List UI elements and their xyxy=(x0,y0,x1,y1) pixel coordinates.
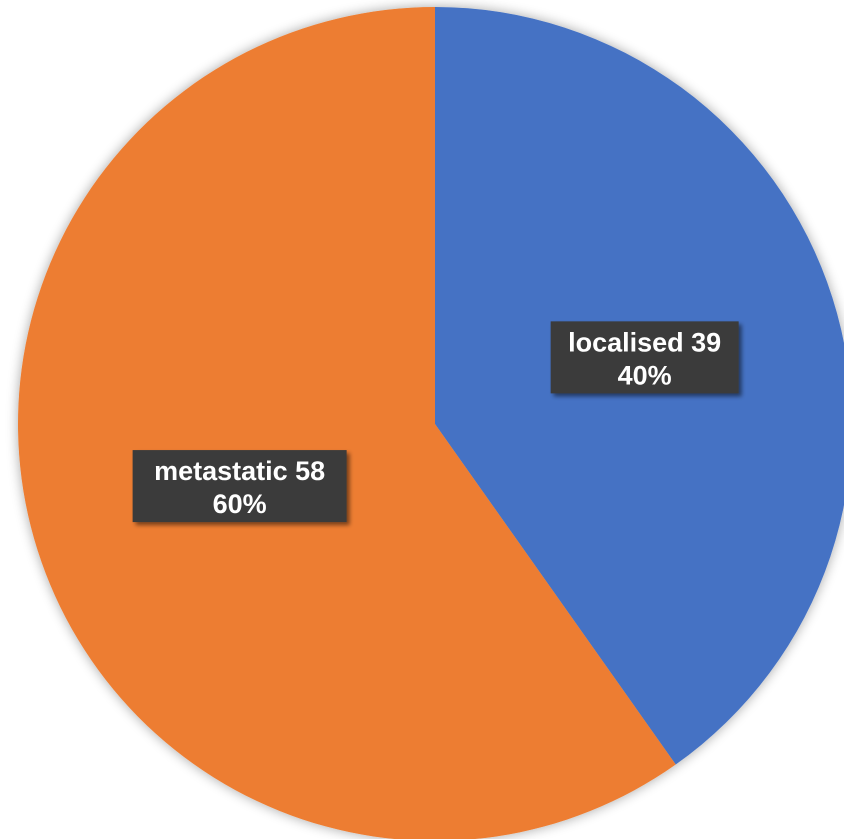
data-label-box xyxy=(132,450,347,523)
data-label-percent: 60% xyxy=(213,489,267,519)
pie-slices xyxy=(18,7,844,839)
pie-slice-metastatic xyxy=(18,7,676,839)
data-label-box xyxy=(550,321,739,394)
data-label-category-value: metastatic 58 xyxy=(154,456,325,486)
data-label-category-value: localised 39 xyxy=(568,327,721,357)
data-label-percent: 40% xyxy=(618,360,672,390)
